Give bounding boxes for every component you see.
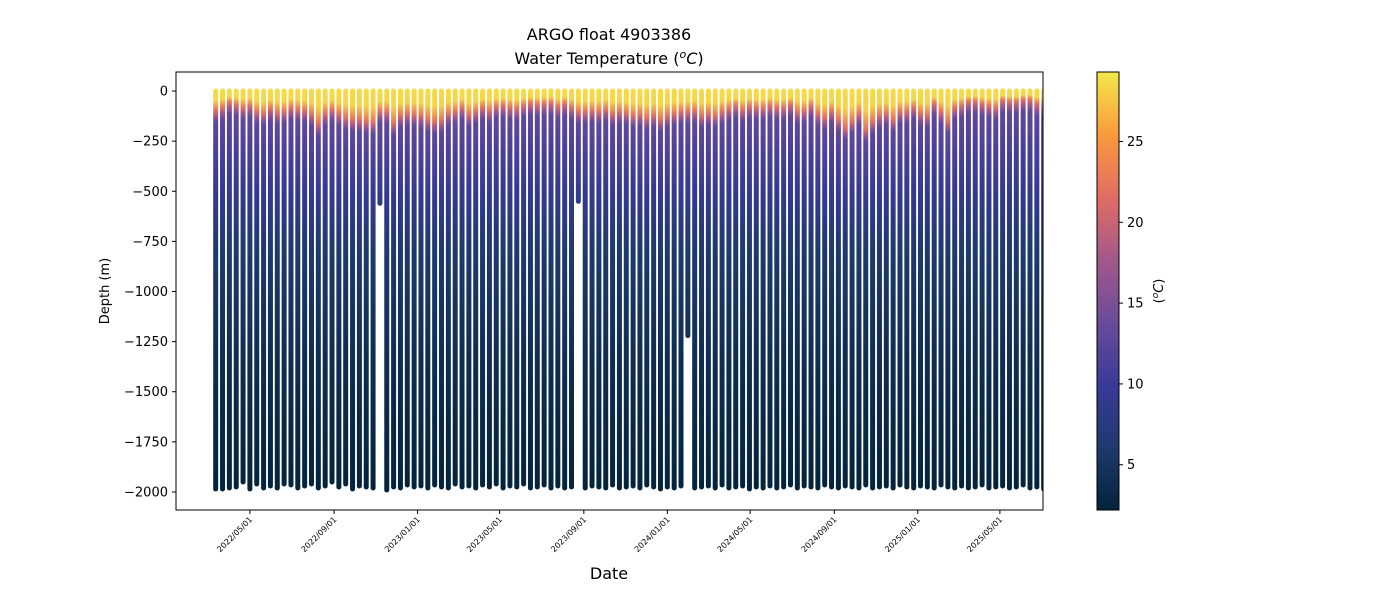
y-tick-label: −250 <box>132 135 168 150</box>
y-tick-label: −750 <box>132 235 168 250</box>
colorbar-label: (oC) <box>1151 279 1167 304</box>
chart-title: ARGO float 4903386 <box>527 25 691 44</box>
x-tick-label: 2022/05/01 <box>215 515 254 554</box>
y-tick-label: −1500 <box>124 385 168 400</box>
y-tick-label: −1750 <box>124 435 168 450</box>
x-tick-label: 2025/05/01 <box>965 515 1004 554</box>
y-tick-label: −2000 <box>124 485 168 500</box>
colorbar-tick-label: 10 <box>1127 377 1144 392</box>
colorbar-tick-label: 5 <box>1127 458 1135 473</box>
colorbar-tick-label: 20 <box>1127 216 1144 231</box>
x-tick-label: 2022/09/01 <box>300 515 339 554</box>
y-tick-label: 0 <box>160 85 168 100</box>
colorbar-tick-label: 25 <box>1127 135 1144 150</box>
x-tick-label: 2024/01/01 <box>633 515 672 554</box>
x-tick-label: 2023/05/01 <box>465 515 504 554</box>
x-tick-label: 2025/01/01 <box>883 515 922 554</box>
y-axis-label: Depth (m) <box>98 258 113 325</box>
y-axis: 0 −250 −500 −750 −1000 −1250 −1500 −1750 −2000 <box>124 85 176 500</box>
x-tick-label: 2023/01/01 <box>383 515 422 554</box>
colorbar <box>1096 71 1120 511</box>
y-tick-label: −500 <box>132 185 168 200</box>
plot-frame <box>175 71 1044 511</box>
colorbar-axis: 5 10 15 20 25 <box>1119 135 1144 473</box>
x-tick-label: 2024/05/01 <box>716 515 755 554</box>
x-tick-label: 2023/09/01 <box>549 515 588 554</box>
profile-columns <box>213 88 1043 493</box>
y-tick-label: −1250 <box>124 335 168 350</box>
chart-subtitle: Water Temperature (oC) <box>514 48 703 69</box>
x-axis-label: Date <box>590 564 628 583</box>
y-tick-label: −1000 <box>124 285 168 300</box>
colorbar-tick-label: 15 <box>1127 297 1144 312</box>
x-tick-label: 2024/09/01 <box>800 515 839 554</box>
x-axis: 2022/05/01 2022/09/01 2023/01/01 2023/05/01… <box>215 510 1004 554</box>
